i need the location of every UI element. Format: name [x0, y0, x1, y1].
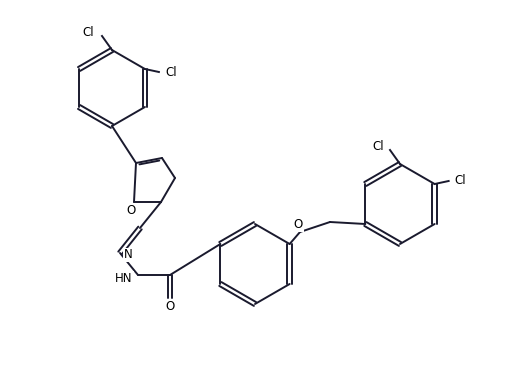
Text: O: O [126, 205, 135, 217]
Text: N: N [124, 249, 133, 261]
Text: HN: HN [115, 272, 133, 284]
Text: Cl: Cl [455, 175, 467, 187]
Text: O: O [166, 300, 174, 314]
Text: Cl: Cl [165, 66, 177, 78]
Text: Cl: Cl [372, 141, 384, 153]
Text: Cl: Cl [82, 26, 94, 38]
Text: O: O [293, 219, 303, 232]
